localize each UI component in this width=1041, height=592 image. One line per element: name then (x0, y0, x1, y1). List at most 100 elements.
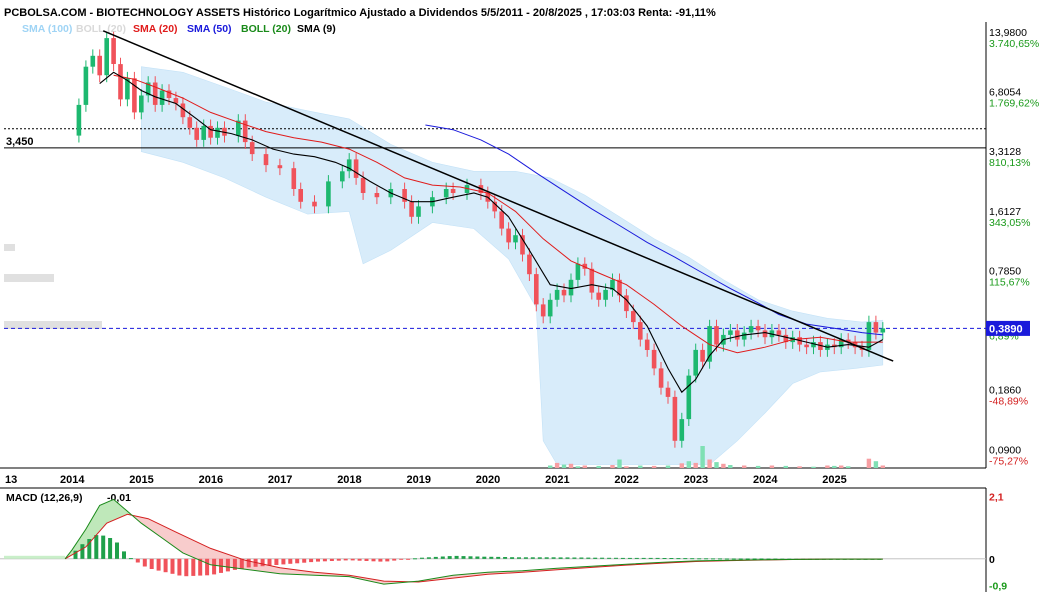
sma50-line (425, 124, 883, 336)
candle-body (340, 171, 345, 182)
candle-body (159, 90, 165, 105)
macd-histogram-bar (704, 558, 709, 560)
volume-bar (548, 465, 553, 468)
macd-histogram-bar (745, 558, 750, 560)
price-tick-pct: -75,27% (989, 456, 1028, 468)
candle-body (409, 201, 414, 217)
macd-histogram-bar (614, 557, 618, 559)
macd-histogram-bar (135, 558, 140, 563)
macd-ticks: 2,1 0 -0,9 (989, 492, 1007, 592)
candle-body (277, 165, 283, 169)
candle-body (187, 117, 193, 128)
volume-bars (548, 446, 885, 468)
macd-histogram-bar (683, 558, 688, 560)
macd-histogram-bar (565, 557, 570, 559)
macd-histogram-bar (406, 558, 411, 560)
price-tick-label: 3,3128 (989, 146, 1021, 158)
candle-body (741, 332, 747, 340)
macd-label: MACD (12,26,9) (6, 492, 82, 504)
macd-histogram-bar (544, 557, 549, 559)
macd-line (64, 498, 883, 585)
volume-bar (617, 459, 622, 468)
candle-body (464, 185, 470, 193)
macd-histogram-bar (191, 558, 196, 576)
volume-bar (832, 465, 837, 468)
candle-body (450, 189, 456, 193)
macd-histogram-bar (163, 558, 168, 573)
candle-body (201, 125, 206, 140)
price-tick-label: 0,1860 (989, 385, 1021, 397)
macd-tick-label: 2,1 (989, 492, 1004, 504)
macd-histogram-bar (239, 558, 244, 569)
volume-bar (554, 462, 560, 468)
macd-histogram-bar (316, 558, 320, 562)
candle-body (693, 349, 698, 376)
candle-body (776, 330, 782, 335)
macd-histogram-bar (503, 557, 508, 559)
macd-histogram-bar (302, 558, 307, 563)
macd-plot (0, 498, 986, 585)
volume-bar (846, 466, 851, 468)
macd-histogram-bar (274, 558, 279, 565)
candle-body (686, 375, 692, 420)
macd-histogram-bar (641, 557, 646, 559)
candle-body (596, 292, 601, 300)
legend-sma50: SMA (50) (187, 23, 232, 35)
macd-histogram-bar (350, 558, 355, 561)
candle-body (610, 279, 615, 290)
candle-body (291, 168, 297, 189)
volume-bar (693, 462, 698, 468)
candle-body (173, 98, 179, 104)
volume-bar (686, 461, 691, 468)
macd-histogram-bar (177, 558, 182, 576)
candle-body (866, 322, 872, 350)
volume-bar (679, 463, 684, 468)
year-ticks: 13 2014 2015 2016 2017 2018 2019 2020 2021 2022 20… (5, 474, 847, 486)
macd-histogram-bar (558, 557, 563, 559)
volume-bar (866, 458, 872, 468)
macd-histogram-bar (634, 557, 639, 559)
candle-body (540, 304, 546, 317)
volume-bar (797, 466, 802, 468)
macd-histogram-bar (724, 558, 729, 560)
year-tick-label: 2023 (684, 474, 708, 486)
last-price-marker: 6,89% 0,3890 (986, 320, 1030, 342)
macd-histogram-bar (295, 558, 300, 564)
macd-histogram-bar (267, 558, 272, 566)
year-tick-label: 2018 (337, 474, 361, 486)
macd-histogram-bar (523, 557, 528, 559)
macd-histogram-bar (122, 551, 126, 559)
macd-histogram-bar (579, 557, 584, 559)
macd-histogram-bar (156, 558, 161, 571)
candle-body (679, 419, 685, 441)
macd-histogram-bar (371, 558, 376, 562)
price-tick-label: 13,9800 (989, 27, 1027, 39)
candle-body (346, 159, 352, 172)
candle-body (617, 279, 622, 296)
macd-histogram-bar (468, 556, 473, 559)
left-marker-2 (4, 274, 54, 282)
year-tick-label: 2015 (129, 474, 153, 486)
volume-bar (783, 465, 788, 468)
macd-histogram-bar (357, 558, 362, 561)
macd-histogram-bar (440, 556, 445, 559)
candle-body (783, 334, 789, 343)
macd-histogram-bar (420, 557, 424, 559)
macd-histogram-bar (620, 557, 625, 559)
macd-histogram-bar (87, 539, 92, 559)
year-tick-label: 2019 (407, 474, 431, 486)
year-tick-label: 13 (5, 474, 17, 486)
candle-body (728, 330, 733, 335)
macd-histogram-bar (399, 558, 404, 560)
candle-body (575, 263, 581, 280)
price-tick-label: 1,6127 (989, 206, 1021, 218)
macd-histogram-bar (510, 557, 515, 559)
macd-histogram-bar (378, 558, 383, 562)
candle-body (561, 289, 567, 296)
candle-body (804, 344, 809, 348)
volume-bar (839, 465, 844, 468)
macd-histogram-bar (142, 558, 147, 567)
candle-body (873, 322, 879, 333)
macd-histogram-bar (752, 558, 757, 560)
candle-body (527, 254, 532, 275)
